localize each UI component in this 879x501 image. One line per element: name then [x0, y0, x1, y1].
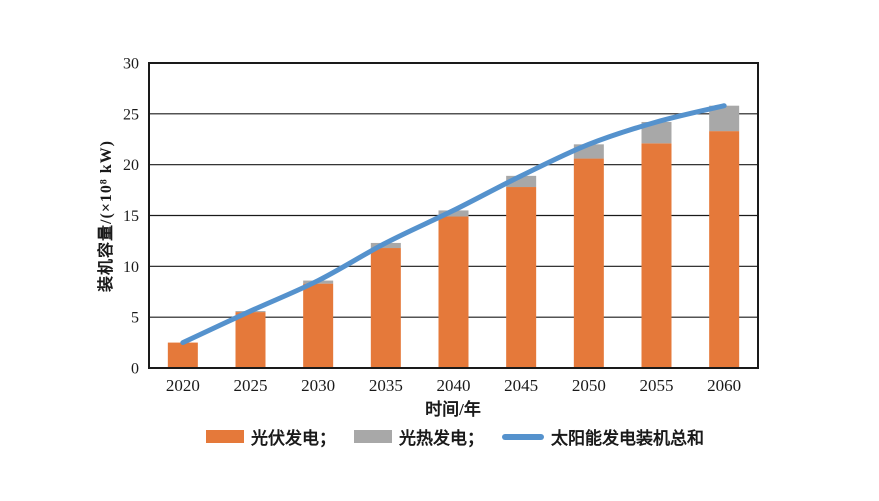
bar-segment-pv [573, 158, 604, 368]
legend-label-pv: 光伏发电； [251, 429, 336, 448]
x-tick-label: 2040 [437, 376, 471, 395]
x-tick-label: 2050 [572, 376, 606, 395]
legend-item-total: 太阳能发电装机总和 [502, 424, 704, 449]
y-axis-title: 装机容量/(×10⁸ kW) [98, 140, 115, 292]
bar-segment-pv [641, 143, 672, 368]
pv-series-swatch-icon [206, 430, 244, 443]
y-tick-label: 10 [123, 259, 139, 276]
y-tick-label: 5 [131, 310, 139, 327]
chart-legend: 光伏发电； 光热发电； 太阳能发电装机总和 [206, 424, 704, 449]
y-tick-label: 30 [123, 56, 139, 73]
x-tick-label: 2045 [504, 376, 538, 395]
y-tick-label: 25 [123, 106, 139, 123]
bar-segment-pv [506, 187, 537, 368]
bar-segment-pv [167, 342, 198, 368]
bar-segment-pv [370, 248, 401, 368]
x-tick-label: 2020 [166, 376, 200, 395]
x-tick-label: 2030 [301, 376, 335, 395]
bar-segment-csp [506, 175, 537, 188]
legend-label-total: 太阳能发电装机总和 [551, 429, 704, 448]
y-tick-label: 20 [123, 157, 139, 174]
x-tick-label: 2035 [369, 376, 403, 395]
bar-segment-pv [709, 131, 740, 368]
bar-segment-csp [438, 210, 469, 217]
legend-item-csp: 光热发电； [354, 424, 484, 449]
bar-segment-csp [641, 121, 672, 144]
x-tick-label: 2055 [640, 376, 674, 395]
y-tick-label: 15 [123, 208, 139, 225]
csp-series-swatch-icon [354, 430, 392, 443]
total-line [180, 103, 727, 346]
y-tick-label: 0 [131, 361, 139, 378]
legend-label-csp: 光热发电； [399, 429, 484, 448]
x-tick-label: 2060 [707, 376, 741, 395]
bar-segment-pv [235, 312, 266, 368]
x-tick-label: 2025 [234, 376, 268, 395]
plot-border [148, 62, 759, 369]
total-line-swatch-icon [502, 433, 544, 440]
bar-segment-pv [303, 283, 334, 368]
bar-segment-pv [438, 216, 469, 368]
legend-item-pv: 光伏发电； [206, 424, 336, 449]
x-axis-title: 时间/年 [425, 400, 481, 419]
